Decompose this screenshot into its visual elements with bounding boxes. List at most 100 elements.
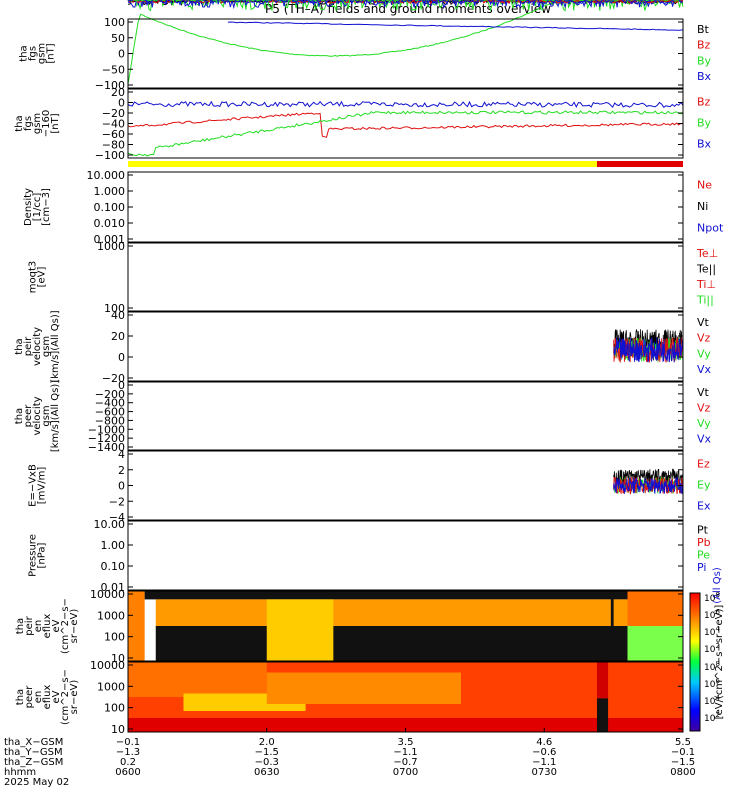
series-bx	[127, 100, 684, 109]
legend-entry: Bz	[697, 39, 711, 52]
panel-frame	[127, 171, 684, 243]
y-tick-label: 10	[111, 652, 125, 665]
y-tick-label: 1000	[97, 240, 125, 253]
legend-entry: Ez	[697, 458, 710, 471]
series-bz	[127, 112, 684, 138]
y-tick-label: −1200	[88, 432, 125, 445]
heatmap-block	[596, 662, 609, 699]
y-axis-label: en	[33, 620, 44, 633]
series-burst-3	[613, 337, 684, 363]
y-tick-label: 0.001	[94, 233, 126, 246]
x-tick-label: 0.2	[120, 757, 136, 768]
y-axis-label: velocity	[32, 327, 43, 366]
y-axis-label: −160	[41, 110, 52, 137]
y-axis-label: tha	[14, 408, 25, 424]
x-tick-label: 0800	[670, 767, 695, 778]
y-tick-label: 10000	[90, 659, 125, 672]
y-axis-label: sr−eV)	[69, 609, 80, 644]
y-axis-label: en	[33, 691, 44, 704]
x-tick-label: −1.1	[393, 747, 417, 758]
x-tick-label: 3.5	[398, 737, 414, 748]
y-tick-label: −600	[95, 406, 125, 419]
heatmap-block	[155, 626, 628, 661]
y-axis-label: [nPa]	[37, 542, 48, 568]
y-axis-label: velocity	[32, 396, 43, 435]
y-axis-label: [km/s](All Qs)]	[50, 380, 61, 452]
x-row-label: tha_Z−GSM	[4, 757, 63, 768]
series-bx	[227, 21, 684, 31]
panel-frame	[127, 450, 684, 521]
y-tick-label: 10000	[90, 588, 125, 601]
panel-frame	[127, 311, 684, 382]
y-axis-label: peir	[24, 615, 35, 635]
colorbar-label: [eV/(cm^2−s−sr−eV)]	[714, 605, 725, 720]
panel-p6: 0−200−400−600−800−1000−1200−1400 thapeerv…	[14, 379, 712, 454]
heatmap-block	[155, 599, 628, 626]
legend-entry: Te||	[696, 262, 716, 275]
y-axis-label: eV	[51, 619, 62, 632]
y-tick-label: −2	[109, 495, 125, 508]
panel-frame	[127, 520, 684, 591]
legend-entry: Te⊥	[696, 247, 718, 260]
x-tick-label: 5.5	[675, 737, 691, 748]
x-tick-label: 0730	[532, 767, 557, 778]
y-tick-label: 10	[111, 723, 125, 736]
y-tick-label: −1400	[88, 441, 125, 454]
y-tick-label: 0.010	[94, 217, 126, 230]
y-axis-label: peer	[23, 404, 34, 428]
y-axis-label: peir	[23, 336, 34, 356]
y-tick-label: 2	[118, 464, 125, 477]
y-tick-label: 4	[118, 448, 125, 461]
y-tick-label: 0	[118, 379, 125, 392]
x-tick-label: −0.1	[116, 737, 140, 748]
y-tick-label: 10.000	[87, 169, 126, 182]
y-axis-label: tha	[14, 338, 25, 354]
y-tick-label: 20	[111, 86, 125, 99]
heatmap-block	[144, 591, 628, 600]
legend-entry: Pb	[697, 536, 711, 549]
y-axis-label: eflux	[42, 685, 53, 710]
legend-entry: Bx	[697, 70, 712, 83]
y-tick-label: 0.100	[94, 201, 126, 214]
y-tick-label: −20	[102, 107, 125, 120]
x-tick-label: −1.3	[116, 747, 140, 758]
legend-entry: Ey	[697, 479, 711, 492]
y-tick-label: 50	[111, 32, 125, 45]
y-tick-label: −20	[102, 372, 125, 385]
y-axis-label: fgs	[23, 116, 34, 131]
series-pi	[127, 0, 684, 5]
legend-entry: Ti⊥	[696, 278, 716, 291]
panel-p9: 10000 1000 100 10 thapeirenefluxeV(cm^2−s−sr…	[15, 588, 684, 665]
legend-entry: (All Qs)	[712, 567, 723, 604]
y-tick-label: −60	[102, 128, 125, 141]
y-axis-label: Pressure	[28, 534, 39, 577]
panel-p7: 4 2 0 −2 −4 E=−VxB[mV/m] Ez Ey Ex	[28, 448, 711, 524]
y-tick-label: −200	[95, 388, 125, 401]
panel-frame	[127, 242, 684, 312]
y-axis-label: moqt3	[28, 261, 39, 294]
panel-frame	[127, 88, 684, 159]
x-tick-label: −0.3	[255, 757, 279, 768]
legend-entry: Pe	[697, 549, 710, 562]
legend-entry: Vx	[697, 432, 712, 445]
series-by	[127, 0, 559, 85]
y-tick-label: 1.000	[94, 185, 126, 198]
y-tick-label: −100	[95, 79, 125, 92]
y-tick-label: 0	[118, 480, 125, 493]
quality-bar-yellow	[128, 161, 597, 167]
y-tick-label: 0	[118, 351, 125, 364]
y-tick-label: −80	[102, 139, 125, 152]
legend-entry: Ex	[697, 500, 711, 513]
y-tick-label: 100	[104, 302, 125, 315]
y-tick-label: 20	[111, 330, 125, 343]
legend-entry: Ti||	[696, 293, 714, 306]
x-row-label: tha_Y−GSM	[4, 747, 63, 758]
series-tiperp	[127, 0, 683, 10]
x-tick-label: −0.1	[671, 747, 695, 758]
y-tick-label: −4	[109, 511, 125, 524]
y-axis-label: peer	[24, 685, 35, 709]
x-tick-label: −0.7	[393, 757, 417, 768]
x-tick-label: −0.6	[532, 747, 556, 758]
